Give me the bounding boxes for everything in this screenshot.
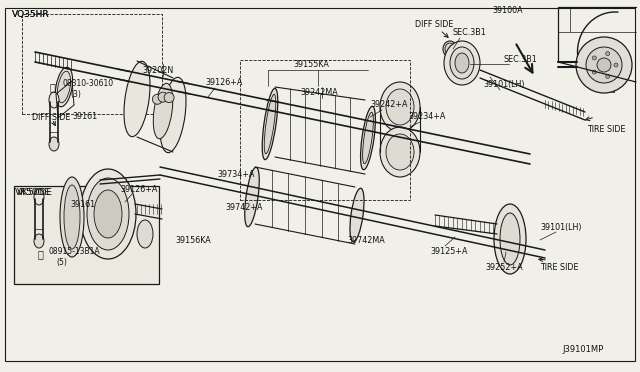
Text: 39252+A: 39252+A [485,263,523,273]
Text: Ⓜ: Ⓜ [37,249,43,259]
Ellipse shape [80,169,136,259]
Ellipse shape [56,67,72,107]
Circle shape [592,70,596,74]
Circle shape [576,37,632,93]
Text: SEC.3B1: SEC.3B1 [504,55,538,64]
Text: 39742MA: 39742MA [347,235,385,244]
Circle shape [597,58,611,72]
Ellipse shape [380,82,420,132]
Ellipse shape [443,41,457,57]
Text: TIRE SIDE: TIRE SIDE [587,125,625,134]
Text: 39126+A: 39126+A [120,185,157,193]
Text: VQ35HR: VQ35HR [12,10,50,19]
Circle shape [605,74,610,78]
Circle shape [164,93,174,103]
Text: J39101MP: J39101MP [562,346,604,355]
Ellipse shape [455,53,469,73]
Ellipse shape [58,71,70,103]
Text: 39161: 39161 [72,112,97,121]
Ellipse shape [64,185,80,249]
Ellipse shape [60,177,84,257]
Ellipse shape [262,88,278,160]
Ellipse shape [380,127,420,177]
Ellipse shape [34,189,44,205]
Ellipse shape [244,167,259,227]
Ellipse shape [500,213,520,265]
Circle shape [158,92,168,102]
Text: 39100A: 39100A [492,6,523,15]
Ellipse shape [456,49,468,67]
Circle shape [586,47,622,83]
Text: Ⓢ: Ⓢ [49,82,55,92]
Ellipse shape [264,94,276,154]
Text: VK50DE: VK50DE [15,187,51,196]
Ellipse shape [450,47,474,79]
Text: 39101(LH): 39101(LH) [540,222,582,231]
Text: 08310-30610: 08310-30610 [62,78,113,87]
Ellipse shape [494,204,526,274]
Bar [22,14,162,114]
Text: 39156KA: 39156KA [175,235,211,244]
Ellipse shape [49,92,59,108]
Text: 39242MA: 39242MA [300,87,338,96]
Circle shape [605,52,610,55]
Circle shape [614,63,618,67]
Ellipse shape [153,83,173,139]
Text: TIRE SIDE: TIRE SIDE [540,263,579,272]
Circle shape [592,56,596,60]
Text: 39161: 39161 [70,199,95,208]
Ellipse shape [360,106,376,170]
Text: 39242+A: 39242+A [370,99,408,109]
Text: 39155KA: 39155KA [293,60,329,68]
Ellipse shape [350,188,364,242]
Text: 39126+A: 39126+A [205,77,243,87]
Text: VK50DE: VK50DE [17,187,53,196]
Ellipse shape [445,43,455,55]
Text: (3): (3) [70,90,81,99]
Text: 39734+A: 39734+A [217,170,254,179]
Ellipse shape [363,112,373,164]
Text: VQ35HR: VQ35HR [12,10,50,19]
Text: 39202N: 39202N [142,65,173,74]
Text: DIFF SIDE: DIFF SIDE [415,19,453,29]
Text: SEC.3B1: SEC.3B1 [453,28,487,36]
Text: 39742+A: 39742+A [225,202,262,212]
Circle shape [152,94,163,104]
Ellipse shape [49,137,59,151]
Bar [14,186,159,284]
Ellipse shape [160,77,186,153]
Ellipse shape [386,134,414,170]
Text: 39101(LH): 39101(LH) [483,80,525,89]
Ellipse shape [87,178,129,250]
Ellipse shape [124,61,150,137]
Text: 39125+A: 39125+A [430,247,467,257]
Ellipse shape [386,89,414,125]
Ellipse shape [94,190,122,238]
Bar [240,60,410,200]
Text: 39234+A: 39234+A [408,112,445,121]
Ellipse shape [34,234,44,248]
Ellipse shape [444,41,480,85]
Text: (5): (5) [56,259,67,267]
Ellipse shape [137,220,153,248]
Text: DIFF SIDE: DIFF SIDE [32,112,70,122]
Text: 08915-13B1A: 08915-13B1A [48,247,100,257]
